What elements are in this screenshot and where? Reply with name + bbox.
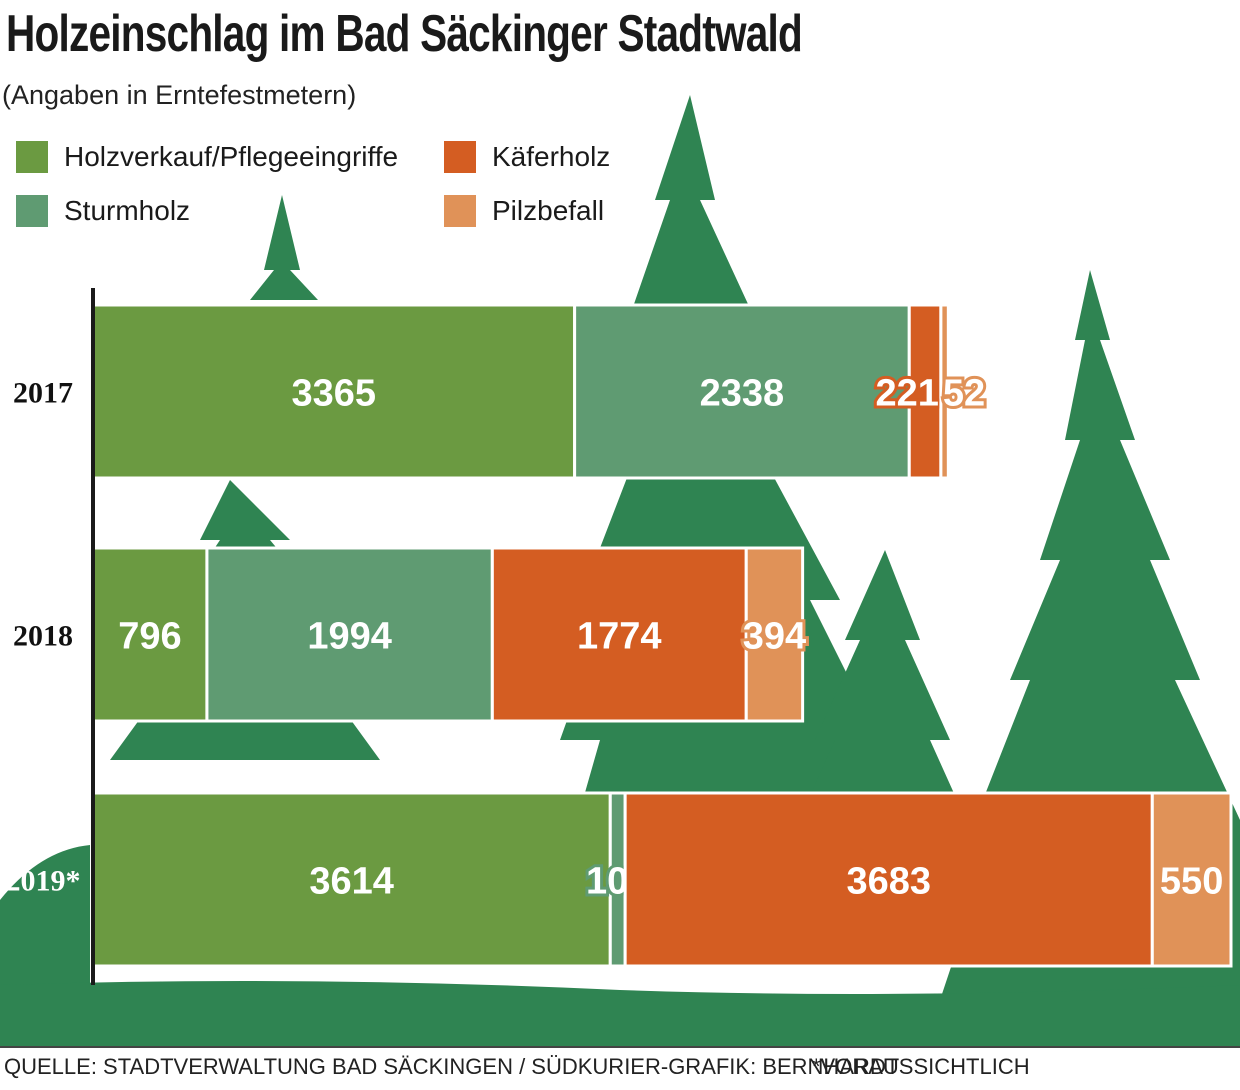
category-label: 2017 <box>13 377 73 410</box>
legend-swatch <box>444 141 476 173</box>
source-credit: QUELLE: STADTVERWALTUNG BAD SÄCKINGEN / … <box>4 1054 900 1079</box>
category-label: 2019* <box>6 865 81 898</box>
bar-segment <box>907 303 943 480</box>
bar-value-label: 394 <box>743 616 806 658</box>
legend-swatch <box>444 195 476 227</box>
ground <box>0 981 1240 1046</box>
legend-item-holzverkauf: Holzverkauf/Pflegeeingriffe <box>16 140 398 174</box>
bar-value-label: 796 <box>118 616 181 658</box>
legend-label: Pilzbefall <box>492 195 605 226</box>
bar-value-label: 1994 <box>307 616 392 658</box>
bar-value-label: 1774 <box>577 616 662 658</box>
bar-segment <box>205 546 494 723</box>
bar-value-label: 3365 <box>292 373 377 415</box>
bar-value-label: 52 <box>943 373 985 415</box>
bar-value-label: 3683 <box>846 861 931 903</box>
bar-value-label: 550 <box>1160 861 1223 903</box>
legend-item-sturmholz: Sturmholz <box>16 194 190 228</box>
footer-divider <box>0 1046 1240 1048</box>
chart-subtitle: (Angaben in Erntefestmetern) <box>2 80 357 110</box>
footnote: *VORAUSSICHTLICH <box>812 1054 1030 1079</box>
bar-segment <box>91 303 577 480</box>
bar-segment <box>91 791 612 968</box>
bar-segment <box>744 546 805 723</box>
chart-title: Holzeinschlag im Bad Säckinger Stadtwald <box>6 5 803 63</box>
bar-segment <box>1150 791 1233 968</box>
bar-segment <box>623 791 1154 968</box>
legend-label: Käferholz <box>492 141 611 172</box>
bar-segment <box>939 303 950 480</box>
legend-label: Sturmholz <box>64 195 191 226</box>
bar-value-label: 3614 <box>309 861 394 903</box>
tree-silhouette <box>250 195 318 300</box>
legend-item-pilzbefall: Pilzbefall <box>444 194 604 228</box>
legend-swatch <box>16 141 48 173</box>
bar-value-label: 221 <box>875 373 938 415</box>
footer: QUELLE: STADTVERWALTUNG BAD SÄCKINGEN / … <box>0 1046 1240 1090</box>
legend-label: Holzverkauf/Pflegeeingriffe <box>64 141 399 172</box>
bar-value-label: 2338 <box>700 373 785 415</box>
legend-swatch <box>16 195 48 227</box>
category-label: 2018 <box>13 620 73 653</box>
legend-item-kaeferholz: Käferholz <box>444 140 610 174</box>
tree-silhouette <box>790 550 975 840</box>
